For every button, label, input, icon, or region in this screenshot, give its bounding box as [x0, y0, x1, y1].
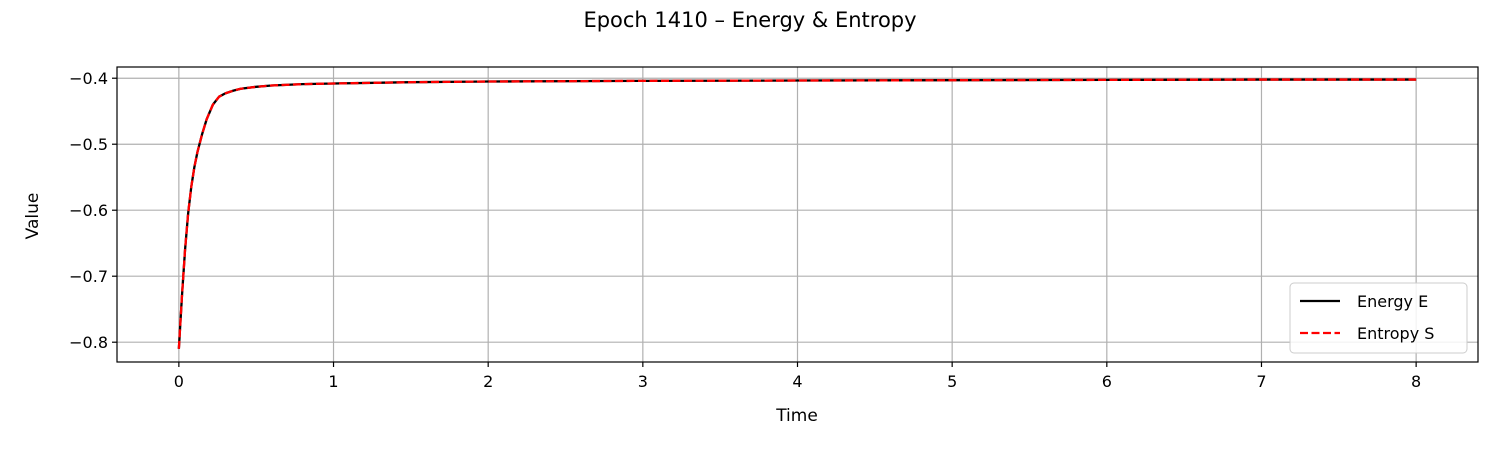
legend-label: Energy E: [1357, 292, 1428, 311]
y-tick-label: −0.8: [69, 333, 108, 352]
x-tick-label: 0: [174, 372, 184, 391]
y-axis-ticks: −0.8 −0.7 −0.6 −0.5 −0.4: [69, 69, 117, 352]
x-tick-label: 6: [1102, 372, 1112, 391]
series-line-entropy-s: [177, 78, 1417, 349]
legend: Energy E Entropy S: [1289, 282, 1468, 354]
x-tick-label: 7: [1256, 372, 1266, 391]
x-tick-label: 5: [947, 372, 957, 391]
y-axis-label: Value: [23, 193, 43, 240]
x-tick-label: 4: [792, 372, 802, 391]
chart-title: Epoch 1410 – Energy & Entropy: [583, 8, 916, 32]
x-axis-ticks: 0 1 2 3 4 5 6 7 8: [174, 362, 1421, 391]
y-tick-label: −0.6: [69, 201, 108, 220]
x-tick-label: 1: [328, 372, 338, 391]
x-tick-label: 3: [638, 372, 648, 391]
legend-label: Entropy S: [1357, 324, 1434, 343]
x-tick-label: 2: [483, 372, 493, 391]
x-axis-label: Time: [775, 406, 818, 426]
y-tick-label: −0.7: [69, 267, 108, 286]
y-tick-label: −0.4: [69, 69, 108, 88]
grid: [117, 67, 1478, 362]
series-layer: [177, 78, 1417, 349]
x-tick-label: 8: [1411, 372, 1421, 391]
y-tick-label: −0.5: [69, 135, 108, 154]
